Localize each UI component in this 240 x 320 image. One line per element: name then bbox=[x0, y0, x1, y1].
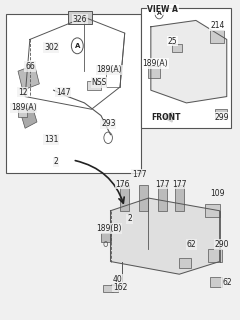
Text: 189(A): 189(A) bbox=[11, 103, 36, 112]
Text: 214: 214 bbox=[210, 21, 224, 30]
Bar bbox=[87, 81, 101, 90]
Bar bbox=[208, 249, 222, 261]
Text: 40: 40 bbox=[113, 275, 123, 284]
Polygon shape bbox=[20, 106, 37, 128]
Text: 131: 131 bbox=[44, 135, 59, 144]
Bar bbox=[103, 285, 118, 292]
Text: 189(A): 189(A) bbox=[143, 59, 168, 68]
Bar bbox=[68, 11, 91, 24]
Text: 177: 177 bbox=[132, 170, 146, 179]
Polygon shape bbox=[163, 112, 172, 122]
Bar bbox=[205, 204, 220, 217]
Text: 293: 293 bbox=[101, 119, 115, 128]
Text: 109: 109 bbox=[210, 189, 225, 198]
Text: 25: 25 bbox=[168, 37, 177, 46]
Bar bbox=[141, 8, 232, 128]
Bar bbox=[210, 277, 222, 287]
Bar bbox=[174, 185, 184, 211]
Bar bbox=[101, 233, 110, 243]
Text: 66: 66 bbox=[25, 62, 35, 71]
Polygon shape bbox=[18, 65, 39, 90]
Bar bbox=[6, 14, 141, 173]
Text: 302: 302 bbox=[44, 43, 59, 52]
Text: A: A bbox=[157, 11, 162, 16]
Text: VIEW A: VIEW A bbox=[147, 5, 178, 14]
Polygon shape bbox=[110, 198, 220, 274]
Text: 62: 62 bbox=[186, 240, 196, 249]
Text: 2: 2 bbox=[54, 157, 58, 166]
Text: NSS: NSS bbox=[91, 78, 107, 87]
Bar bbox=[18, 108, 28, 117]
Text: 62: 62 bbox=[222, 278, 232, 287]
Text: 177: 177 bbox=[172, 180, 187, 188]
Text: 176: 176 bbox=[115, 180, 130, 188]
Text: 189(B): 189(B) bbox=[96, 224, 122, 233]
Text: 290: 290 bbox=[215, 240, 229, 249]
Text: 12: 12 bbox=[18, 88, 28, 97]
Text: 162: 162 bbox=[113, 283, 127, 292]
Bar bbox=[179, 258, 191, 268]
Bar bbox=[210, 30, 224, 43]
Text: A: A bbox=[75, 44, 80, 49]
Bar bbox=[172, 44, 182, 52]
Text: 299: 299 bbox=[215, 113, 229, 122]
Bar bbox=[149, 67, 160, 77]
Bar bbox=[215, 109, 227, 119]
Polygon shape bbox=[151, 20, 227, 103]
Text: FRONT: FRONT bbox=[151, 113, 180, 122]
Bar bbox=[120, 185, 130, 211]
Bar bbox=[139, 185, 149, 211]
Bar bbox=[158, 185, 168, 211]
Text: 326: 326 bbox=[72, 15, 87, 24]
Text: 147: 147 bbox=[56, 88, 71, 97]
Text: 2: 2 bbox=[127, 214, 132, 223]
Text: 189(A): 189(A) bbox=[96, 65, 122, 74]
Text: 177: 177 bbox=[156, 180, 170, 188]
